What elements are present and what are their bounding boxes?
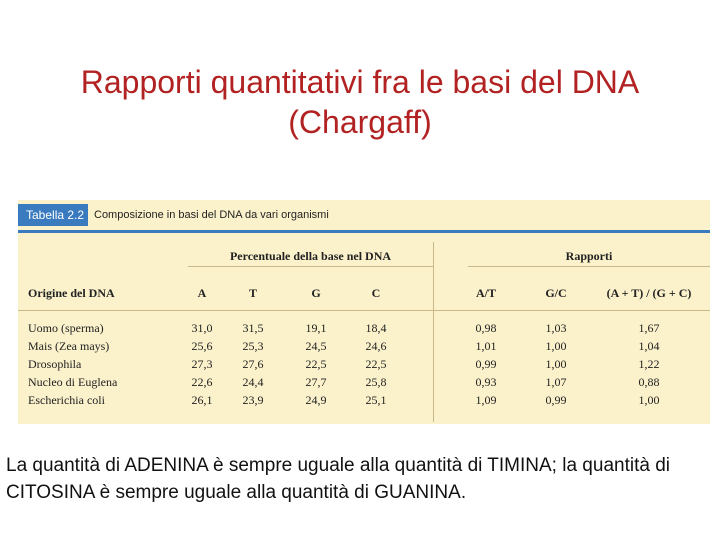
row-a: 26,1 <box>191 393 213 407</box>
row-c: 25,1 <box>365 393 387 407</box>
row-a: 31,0 <box>191 321 213 335</box>
row-origin: Escherichia coli <box>28 393 105 407</box>
col-header-gc: G/C <box>545 286 567 300</box>
row-ratio: 1,00 <box>638 393 660 407</box>
col-header-g: G <box>311 286 321 300</box>
slide-title-line2: (Chargaff) <box>288 104 432 140</box>
col-header-t: T <box>248 286 257 300</box>
row-origin: Drosophila <box>28 357 82 371</box>
slide-title-line1: Rapporti quantitativi fra le basi del DN… <box>80 64 640 100</box>
row-ratio: 1,04 <box>638 339 660 353</box>
row-gc: 1,07 <box>545 375 567 389</box>
row-t: 25,3 <box>242 339 264 353</box>
table-caption: Composizione in basi del DNA da vari org… <box>94 209 329 221</box>
group-header-ratios: Rapporti <box>565 249 613 263</box>
row-ratio: 0,88 <box>638 375 660 389</box>
row-g: 19,1 <box>305 321 327 335</box>
row-gc: 0,99 <box>545 393 567 407</box>
row-c: 24,6 <box>365 339 387 353</box>
chargaff-rule-text: La quantità di ADENINA è sempre uguale a… <box>6 455 670 503</box>
row-g: 24,9 <box>305 393 327 407</box>
row-gc: 1,00 <box>545 339 567 353</box>
caption-divider <box>18 230 710 233</box>
row-at: 0,99 <box>475 357 497 371</box>
row-at: 1,01 <box>475 339 497 353</box>
col-header-origin: Origine del DNA <box>28 286 115 300</box>
row-at: 1,09 <box>475 393 497 407</box>
row-a: 25,6 <box>191 339 213 353</box>
row-t: 27,6 <box>242 357 264 371</box>
row-t: 23,9 <box>242 393 264 407</box>
chargaff-table-figure: Tabella 2.2 Composizione in basi del DNA… <box>18 200 710 424</box>
row-a: 27,3 <box>191 357 213 371</box>
col-header-at: A/T <box>475 286 496 300</box>
row-ratio: 1,67 <box>638 321 660 335</box>
row-at: 0,93 <box>475 375 497 389</box>
row-a: 22,6 <box>191 375 213 389</box>
table-caption-bar: Tabella 2.2 Composizione in basi del DNA… <box>18 204 710 226</box>
col-header-a: A <box>197 286 207 300</box>
group-header-percent: Percentuale della base nel DNA <box>229 249 392 263</box>
table-tag: Tabella 2.2 <box>18 204 88 226</box>
row-t: 24,4 <box>242 375 264 389</box>
col-header-c: C <box>371 286 381 300</box>
group-underline-percent <box>188 266 433 267</box>
row-c: 22,5 <box>365 357 387 371</box>
header-divider <box>18 310 710 311</box>
row-origin: Uomo (sperma) <box>28 321 104 335</box>
group-underline-ratios <box>468 266 710 267</box>
row-origin: Mais (Zea mays) <box>28 339 110 353</box>
row-gc: 1,00 <box>545 357 567 371</box>
row-t: 31,5 <box>242 321 264 335</box>
row-g: 22,5 <box>305 357 327 371</box>
row-c: 25,8 <box>365 375 387 389</box>
row-ratio: 1,22 <box>638 357 660 371</box>
row-gc: 1,03 <box>545 321 567 335</box>
row-g: 27,7 <box>305 375 327 389</box>
slide-title: Rapporti quantitativi fra le basi del DN… <box>0 62 720 142</box>
row-at: 0,98 <box>475 321 497 335</box>
row-g: 24,5 <box>305 339 327 353</box>
col-header-ratio: (A + T) / (G + C) <box>606 286 692 300</box>
row-c: 18,4 <box>365 321 387 335</box>
column-group-divider <box>433 242 434 422</box>
row-origin: Nucleo di Euglena <box>28 375 118 389</box>
